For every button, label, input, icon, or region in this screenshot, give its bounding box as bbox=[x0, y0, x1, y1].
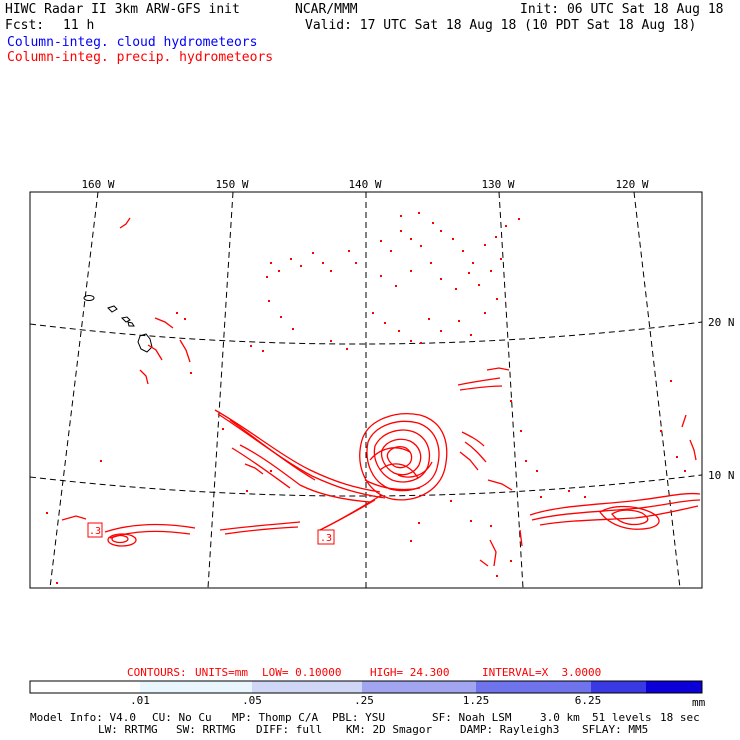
colorbar-segment bbox=[362, 681, 476, 693]
contours-interval: INTERVAL=X 3.0000 bbox=[482, 666, 602, 679]
lon-label-140w: 140 W bbox=[348, 178, 381, 191]
colorbar-tick-label: .05 bbox=[242, 694, 262, 707]
colorbar-unit: mm bbox=[692, 696, 706, 709]
model-info-timestep: 18 sec bbox=[660, 711, 700, 724]
plot-title: HIWC Radar II 3km ARW-GFS init bbox=[5, 2, 240, 17]
meridian-160w bbox=[49, 191, 99, 589]
contour-label: .3 bbox=[320, 533, 332, 544]
lon-label-120w: 120 W bbox=[615, 178, 648, 191]
contours-high: HIGH= 24.300 bbox=[370, 666, 450, 679]
colorbar-frame bbox=[29, 680, 703, 694]
colorbar-segment bbox=[646, 681, 702, 693]
contours-label: CONTOURS: bbox=[127, 666, 187, 679]
colorbar-segment bbox=[252, 681, 362, 693]
model-info-pbl: PBL: YSU bbox=[332, 711, 385, 724]
fcst-value: 11 h bbox=[63, 18, 95, 33]
model-info-diff: DIFF: full bbox=[256, 723, 323, 736]
colorbar: .01 .05 .25 1.25 6.25 mm bbox=[29, 680, 706, 709]
graticule bbox=[29, 191, 703, 589]
model-info-levels: 51 levels bbox=[592, 711, 652, 724]
colorbar-tick-label: 1.25 bbox=[463, 694, 490, 707]
valid-time: Valid: 17 UTC Sat 18 Aug 18 (10 PDT Sat … bbox=[305, 18, 697, 33]
lat-label-10n: 10 N bbox=[708, 469, 735, 482]
lon-label-130w: 130 W bbox=[481, 178, 514, 191]
colorbar-segment bbox=[140, 681, 252, 693]
colorbar-segment bbox=[591, 681, 646, 693]
legend-cloud: Column-integ. cloud hydrometeors bbox=[7, 35, 258, 50]
model-info-lw: LW: RRTMG bbox=[98, 723, 158, 736]
contour-value-labels: .3 .3 bbox=[87, 522, 335, 545]
lon-label-150w: 150 W bbox=[215, 178, 248, 191]
contours-low: LOW= 0.10000 bbox=[262, 666, 342, 679]
lon-label-160w: 160 W bbox=[81, 178, 114, 191]
model-info-cu: CU: No Cu bbox=[152, 711, 212, 724]
colorbar-segment bbox=[30, 681, 140, 693]
model-info-sw: SW: RRTMG bbox=[176, 723, 236, 736]
contour-label: .3 bbox=[89, 526, 101, 537]
contour-label-box bbox=[317, 529, 335, 545]
parallel-20n bbox=[29, 321, 703, 345]
model-info-sf: SF: Noah LSM bbox=[432, 711, 512, 724]
rainband-main bbox=[214, 409, 381, 493]
model-info-km: KM: 2D Smagor bbox=[346, 723, 433, 736]
colorbar-tick-label: .01 bbox=[130, 694, 150, 707]
colorbar-segment bbox=[476, 681, 591, 693]
meridian-130w bbox=[498, 191, 524, 589]
contours-units: UNITS=mm bbox=[195, 666, 248, 679]
colorbar-tick-label: 6.25 bbox=[575, 694, 602, 707]
model-info-mp: MP: Thomp C/A bbox=[232, 711, 319, 724]
init-time: Init: 06 UTC Sat 18 Aug 18 bbox=[520, 2, 724, 17]
model-info-res: 3.0 km bbox=[540, 711, 580, 724]
model-info-sflay: SFLAY: MM5 bbox=[582, 723, 649, 736]
hawaii-coastline bbox=[83, 295, 153, 353]
precip-contours bbox=[61, 217, 701, 567]
contour-label-box bbox=[87, 522, 103, 538]
hurricane-system bbox=[359, 413, 448, 501]
colorbar-tick-label: .25 bbox=[354, 694, 374, 707]
org-label: NCAR/MMM bbox=[295, 2, 358, 17]
model-info-version: Model Info: V4.0 bbox=[30, 711, 136, 724]
parallel-10n bbox=[29, 474, 703, 497]
map-frame bbox=[29, 191, 703, 589]
meridian-120w bbox=[633, 191, 681, 589]
fcst-label: Fcst: bbox=[5, 18, 45, 33]
lat-label-20n: 20 N bbox=[708, 316, 735, 329]
precip-scatter bbox=[46, 212, 686, 584]
model-info-damp: DAMP: Rayleigh3 bbox=[460, 723, 560, 736]
legend-precip: Column-integ. precip. hydrometeors bbox=[7, 50, 274, 65]
meridian-150w bbox=[207, 191, 234, 589]
